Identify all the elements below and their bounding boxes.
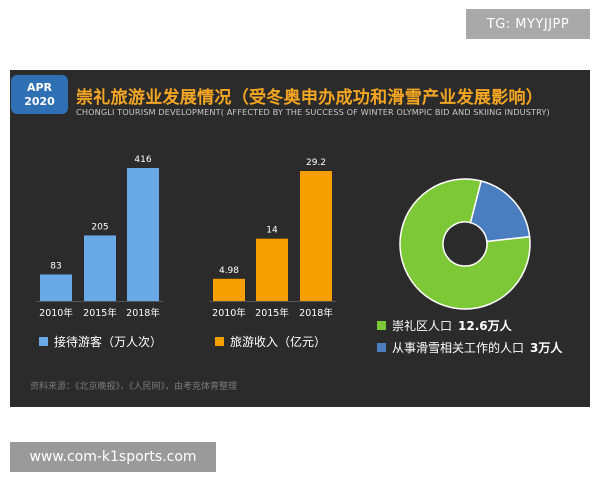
- legend-ski-workers-swatch: [377, 343, 386, 352]
- legend-population-label: 崇礼区人口: [392, 319, 453, 333]
- legend-ski-workers-label: 从事滑雪相关工作的人口: [392, 341, 525, 355]
- income-bar: [256, 238, 288, 301]
- legend-visitors-swatch: [39, 337, 48, 346]
- visitors-data-label: 416: [134, 155, 151, 165]
- donut-slice-ski-workers: [469, 180, 531, 243]
- visitors-bar: [40, 274, 72, 301]
- legend-population: 崇礼区人口 12.6万人: [377, 317, 512, 334]
- legend-ski-workers-value: 3万人: [530, 341, 563, 355]
- donut-slice-population: [399, 178, 531, 310]
- legend-income-label: 旅游收入（亿元）: [230, 335, 327, 349]
- visitors-data-label: 205: [91, 222, 108, 232]
- income-data-label: 4.98: [219, 266, 239, 276]
- badge-year: 2020: [24, 94, 55, 108]
- legend-income: 旅游收入（亿元）: [215, 333, 326, 350]
- date-badge: APR 2020: [11, 75, 68, 114]
- page-title: 崇礼旅游业发展情况（受冬奥申办成功和滑雪产业发展影响）: [76, 88, 544, 108]
- income-tick-label: 2010年: [212, 307, 246, 319]
- legend-population-swatch: [377, 321, 386, 330]
- watermark-top: TG: MYYJJPP: [466, 9, 590, 39]
- income-tick-label: 2015年: [255, 307, 289, 319]
- charts-svg: 83 2010年 205 2015年 416 2018年 4.98 2010年 14 2015年 2…: [36, 155, 531, 319]
- visitors-tick-label: 2015年: [83, 307, 117, 319]
- source-note: 资料来源：《北京晚报》，《人民网》，由考克体育整理: [30, 382, 238, 392]
- income-tick-label: 2018年: [299, 307, 333, 319]
- legend-population-value: 12.6万人: [458, 319, 512, 333]
- visitors-tick-label: 2010年: [39, 307, 73, 319]
- legend-visitors-label: 接待游客（万人次）: [54, 335, 163, 349]
- legend-income-swatch: [215, 337, 224, 346]
- visitors-tick-label: 2018年: [126, 307, 160, 319]
- infographic-panel: APR 2020 崇礼旅游业发展情况（受冬奥申办成功和滑雪产业发展影响） CHO…: [10, 70, 590, 407]
- watermark-bottom: www.com-k1sports.com: [10, 442, 216, 472]
- page-subtitle: CHONGLI TOURISM DEVELOPMENT( AFFECTED BY…: [76, 107, 550, 117]
- income-data-label: 14: [266, 226, 278, 236]
- income-bar: [300, 171, 332, 301]
- legend-visitors: 接待游客（万人次）: [39, 333, 162, 350]
- badge-month: APR: [26, 80, 53, 94]
- visitors-bar: [127, 168, 159, 301]
- visitors-data-label: 83: [50, 261, 61, 271]
- legend-ski-workers: 从事滑雪相关工作的人口 3万人: [377, 339, 562, 356]
- visitors-bar: [84, 235, 116, 301]
- income-bar: [213, 278, 245, 301]
- income-data-label: 29.2: [306, 158, 326, 168]
